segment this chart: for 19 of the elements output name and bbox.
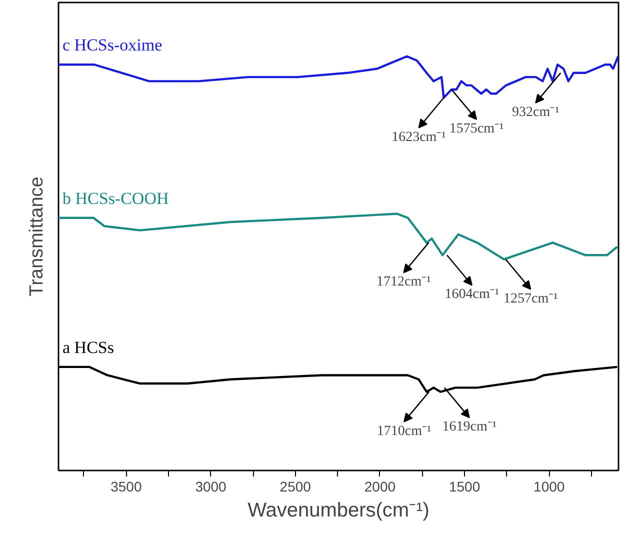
series-label: b HCSs-COOH	[62, 188, 169, 208]
x-tick-label: 3000	[195, 478, 227, 494]
x-axis-title: Wavenumbers(cm⁻¹)	[248, 500, 430, 522]
annotation: 932cm⁻¹	[512, 104, 560, 120]
x-tick-label: 2000	[364, 478, 396, 494]
y-axis-title: Transmittance	[26, 176, 48, 296]
annotation: 1619cm⁻¹	[442, 420, 497, 435]
x-tick-label: 3500	[110, 478, 142, 494]
annotation: 1604cm⁻¹	[444, 287, 500, 302]
annotation: 1710cm⁻¹	[376, 424, 432, 439]
annotation: 1257cm⁻¹	[504, 291, 558, 306]
annotation: 1575cm⁻¹	[449, 121, 504, 136]
x-tick-label: 2500	[280, 478, 312, 494]
annotation: 1623cm⁻¹	[392, 130, 446, 145]
series-label: a HCSs	[62, 338, 114, 357]
annotation: 1712cm⁻¹	[376, 274, 431, 290]
x-tick-label: 1000	[534, 478, 565, 494]
series-label: c HCSs-oxime	[62, 36, 162, 55]
x-tick-label: 1500	[448, 478, 480, 494]
